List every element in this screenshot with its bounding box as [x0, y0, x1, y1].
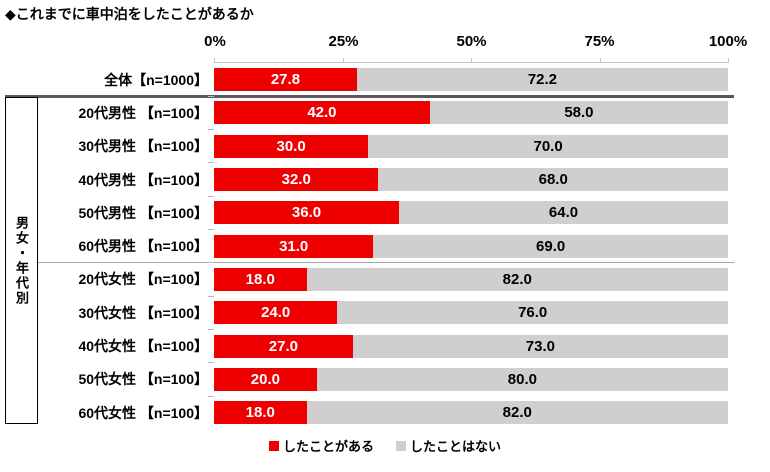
category-axis-tick: [208, 129, 214, 131]
bar-segment-yes: 27.8: [214, 68, 357, 92]
category-axis-tick: [208, 362, 214, 364]
category-axis-tick: [208, 195, 214, 197]
chart-row: 60代男性 【n=100】 31.0 69.0: [0, 229, 770, 262]
row-label: 40代女性 【n=100】: [78, 338, 208, 355]
category-axis-tick: [208, 395, 214, 397]
x-axis-tick: [728, 58, 729, 63]
bar-segment-no: 80.0: [316, 367, 728, 391]
category-axis-tick: [208, 95, 214, 97]
row-label: 20代女性 【n=100】: [78, 271, 208, 288]
axis-tick-label-0: 0%: [204, 33, 226, 50]
chart-row: 20代男性 【n=100】 42.0 58.0: [0, 96, 770, 129]
category-axis-tick: [208, 229, 214, 230]
legend-label-yes: したことがある: [282, 439, 374, 454]
category-axis-tick: [208, 295, 214, 297]
bar-track: 30.0 70.0: [214, 134, 728, 158]
bar-track: 18.0 82.0: [214, 401, 728, 425]
row-label: 20代男性 【n=100】: [78, 104, 208, 121]
bar-segment-yes: 27.0: [214, 334, 353, 358]
chart-row: 全体【n=1000】 27.8 72.2: [0, 63, 770, 96]
group-label-box: 男女・年代別: [5, 97, 38, 424]
bar-segment-no: 73.0: [352, 334, 728, 358]
bar-segment-yes: 36.0: [214, 201, 400, 225]
chart-rows: 全体【n=1000】 27.8 72.2 20代男性 【n=100】 42.0 58.0 3…: [0, 63, 770, 429]
bar-segment-no: 69.0: [373, 234, 728, 258]
x-axis-tick: [599, 58, 601, 63]
axis-tick-label-75: 75%: [584, 33, 615, 50]
chart-row: 30代女性 【n=100】 24.0 76.0: [0, 296, 770, 329]
separator-overall-vs-groups: [5, 95, 734, 98]
bar-track: 20.0 80.0: [214, 367, 728, 391]
bar-segment-yes: 18.0: [214, 267, 307, 291]
chart-row: 30代男性 【n=100】 30.0 70.0: [0, 130, 770, 163]
axis-tick-label-100: 100%: [708, 33, 748, 50]
x-axis-tick: [471, 58, 472, 63]
row-label: 50代男性 【n=100】: [78, 204, 208, 221]
legend-swatch-no-icon: [396, 440, 406, 451]
chart-row: 50代女性 【n=100】 20.0 80.0: [0, 363, 770, 396]
bar-segment-no: 82.0: [306, 267, 728, 291]
bar-track: 27.0 73.0: [214, 334, 728, 358]
category-axis-tick: [208, 162, 214, 164]
row-label: 30代女性 【n=100】: [78, 304, 208, 321]
bar-segment-no: 72.2: [356, 68, 728, 92]
bar-track: 24.0 76.0: [214, 301, 728, 325]
bar-segment-yes: 31.0: [214, 234, 374, 258]
row-label: 60代女性 【n=100】: [78, 404, 208, 421]
bar-segment-no: 68.0: [378, 168, 728, 192]
chart-title: ◆これまでに車中泊をしたことがあるか: [5, 6, 254, 22]
axis-tick-label-25: 25%: [328, 33, 359, 50]
bar-segment-yes: 20.0: [214, 367, 317, 391]
bar-track: 27.8 72.2: [214, 68, 728, 92]
chart-row: 40代男性 【n=100】 32.0 68.0: [0, 163, 770, 196]
legend: したことがある したことはない: [0, 436, 770, 455]
row-label: 60代男性 【n=100】: [78, 238, 208, 255]
bar-segment-yes: 30.0: [214, 134, 369, 158]
bar-track: 42.0 58.0: [214, 101, 728, 125]
bar-segment-no: 64.0: [399, 201, 728, 225]
category-axis-tick: [208, 262, 214, 264]
bar-segment-no: 82.0: [306, 401, 728, 425]
axis-tick-label-50: 50%: [456, 33, 487, 50]
x-axis-tick: [342, 58, 344, 63]
bar-track: 31.0 69.0: [214, 234, 728, 258]
legend-item-yes: したことがある: [268, 436, 374, 455]
bar-segment-no: 58.0: [429, 101, 728, 125]
bar-segment-no: 70.0: [368, 134, 728, 158]
bar-track: 36.0 64.0: [214, 201, 728, 225]
row-label: 全体【n=1000】: [104, 71, 208, 88]
legend-label-no: したことはない: [410, 439, 502, 454]
row-label: 30代男性 【n=100】: [78, 138, 208, 155]
group-label: 男女・年代別: [14, 215, 29, 306]
separator-male-vs-female: [38, 262, 734, 263]
bar-segment-yes: 24.0: [214, 301, 338, 325]
row-label: 50代女性 【n=100】: [78, 371, 208, 388]
legend-item-no: したことはない: [396, 436, 501, 455]
bar-track: 18.0 82.0: [214, 267, 728, 291]
bar-track: 32.0 68.0: [214, 168, 728, 192]
chart-row: 50代男性 【n=100】 36.0 64.0: [0, 196, 770, 229]
bar-segment-yes: 18.0: [214, 401, 307, 425]
bar-segment-yes: 42.0: [214, 101, 430, 125]
legend-swatch-yes-icon: [268, 440, 279, 451]
row-label: 40代男性 【n=100】: [78, 171, 208, 188]
category-axis-tick: [208, 328, 214, 330]
bar-segment-no: 76.0: [337, 301, 728, 325]
chart-row: 20代女性 【n=100】 18.0 82.0: [0, 263, 770, 296]
bar-segment-yes: 32.0: [214, 168, 379, 192]
chart-row: 40代女性 【n=100】 27.0 73.0: [0, 329, 770, 362]
chart-row: 60代女性 【n=100】 18.0 82.0: [0, 396, 770, 429]
x-axis-tick: [214, 58, 215, 63]
